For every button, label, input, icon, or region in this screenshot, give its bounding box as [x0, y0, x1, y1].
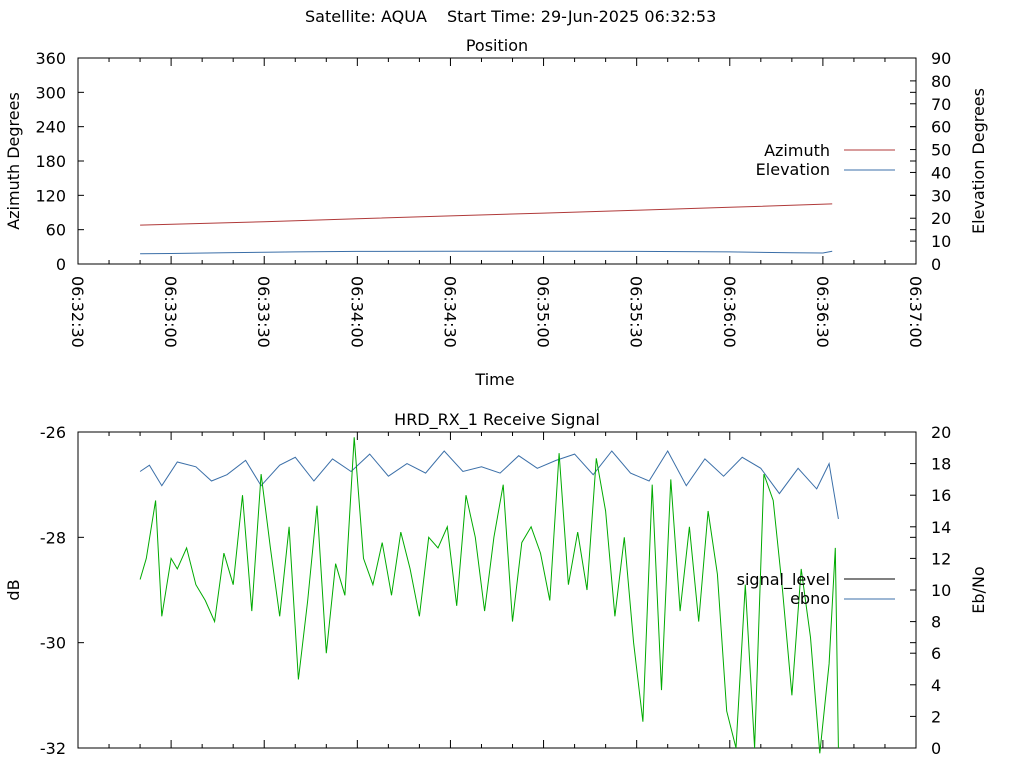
- position-y2-tick-label: 20: [931, 209, 951, 228]
- position-y-tick-label: 240: [35, 118, 66, 137]
- position-x-tick-label: 06:34:00: [347, 276, 366, 348]
- receive-y2-tick-label: 0: [931, 739, 941, 758]
- satellite-label: Satellite: AQUA: [305, 7, 427, 26]
- position-y2-axis-label: Elevation Degrees: [969, 88, 988, 234]
- receive-y2-tick-label: 4: [931, 676, 941, 695]
- position-y-ticks: 0 60 120 180 240 300 360: [35, 49, 916, 274]
- receive-y2-tick-label: 14: [931, 518, 951, 537]
- position-y2-tick-label: 40: [931, 163, 951, 182]
- position-y2-ticks: 0 10 20 30 40 50 60 70 80 90: [910, 49, 951, 274]
- position-y-tick-label: 180: [35, 152, 66, 171]
- position-y-tick-label: 120: [35, 186, 66, 205]
- receive-y2-tick-label: 8: [931, 613, 941, 632]
- legend-ebno-label: ebno: [790, 589, 830, 608]
- receive-y2-tick-label: 2: [931, 707, 941, 726]
- position-y2-tick-label: 90: [931, 49, 951, 68]
- receive-y2-tick-label: 18: [931, 455, 951, 474]
- legend-azimuth-label: Azimuth: [764, 141, 830, 160]
- position-y-tick-label: 360: [35, 49, 66, 68]
- receive-y2-tick-label: 12: [931, 549, 951, 568]
- receive-y-tick-label: -32: [40, 739, 66, 758]
- receive-y2-tick-label: 6: [931, 644, 941, 663]
- position-legend: Azimuth Elevation: [756, 141, 895, 179]
- receive-x-ticks: [77, 432, 917, 748]
- position-x-tick-label: 06:35:00: [534, 276, 553, 348]
- position-y2-tick-label: 80: [931, 72, 951, 91]
- position-x-tick-label: 06:36:30: [813, 276, 832, 348]
- position-y2-tick-label: 0: [931, 255, 941, 274]
- position-series: [140, 203, 833, 255]
- receive-y-tick-label: -26: [40, 423, 66, 442]
- position-series-azimuth-line: [140, 203, 833, 226]
- receive-y-ticks: -32 -30 -28 -26: [40, 423, 916, 758]
- position-x-axis-label: Time: [474, 370, 514, 389]
- receive-y-tick-label: -30: [40, 634, 66, 653]
- position-series-elevation-line: [140, 250, 833, 255]
- position-x-tick-label: 06:33:00: [161, 276, 180, 348]
- receive-signal-chart: HRD_RX_1 Receive Signal -32 -30 -28 -26 0 2 4…: [4, 410, 988, 758]
- position-y2-tick-label: 10: [931, 232, 951, 251]
- position-y-tick-label: 0: [56, 255, 66, 274]
- position-x-tick-label: 06:35:30: [627, 276, 646, 348]
- start-time-label: Start Time: 29-Jun-2025 06:32:53: [447, 7, 716, 26]
- receive-series-ebno-line: [139, 450, 839, 519]
- position-y2-tick-label: 50: [931, 141, 951, 160]
- position-x-ticks: 06:32:30 06:33:00 06:33:30 06:34:00 06:34:30…: [68, 58, 925, 348]
- receive-legend: signal_level ebno: [737, 570, 895, 608]
- receive-series: [139, 437, 839, 754]
- position-y2-tick-label: 60: [931, 118, 951, 137]
- position-y-axis-label: Azimuth Degrees: [4, 92, 23, 230]
- position-chart-title: Position: [466, 36, 528, 55]
- receive-series-green-trace-line: [139, 437, 839, 754]
- position-x-tick-label: 06:37:00: [906, 276, 925, 348]
- position-chart: Position 0 60 120 180 240 300 360 0 10 20 30 40 50 6…: [4, 36, 988, 389]
- position-x-tick-label: 06:36:00: [720, 276, 739, 348]
- receive-y2-tick-label: 20: [931, 423, 951, 442]
- position-x-tick-label: 06:32:30: [68, 276, 87, 348]
- position-x-tick-label: 06:33:30: [254, 276, 273, 348]
- receive-y-axis-label: dB: [4, 579, 23, 600]
- receive-y2-tick-label: 10: [931, 581, 951, 600]
- receive-y-tick-label: -28: [40, 528, 66, 547]
- receive-y2-tick-label: 16: [931, 486, 951, 505]
- position-x-tick-label: 06:34:30: [440, 276, 459, 348]
- receive-y2-axis-label: Eb/No: [969, 566, 988, 613]
- position-y-tick-label: 300: [35, 83, 66, 102]
- receive-signal-chart-title: HRD_RX_1 Receive Signal: [394, 410, 600, 430]
- position-y2-tick-label: 30: [931, 186, 951, 205]
- receive-y2-ticks: 0 2 4 6 8 10 12 14 16 18 20: [910, 423, 951, 758]
- legend-signal-level-label: signal_level: [737, 570, 830, 590]
- legend-elevation-label: Elevation: [756, 160, 830, 179]
- position-y2-tick-label: 70: [931, 95, 951, 114]
- position-y-tick-label: 60: [46, 221, 66, 240]
